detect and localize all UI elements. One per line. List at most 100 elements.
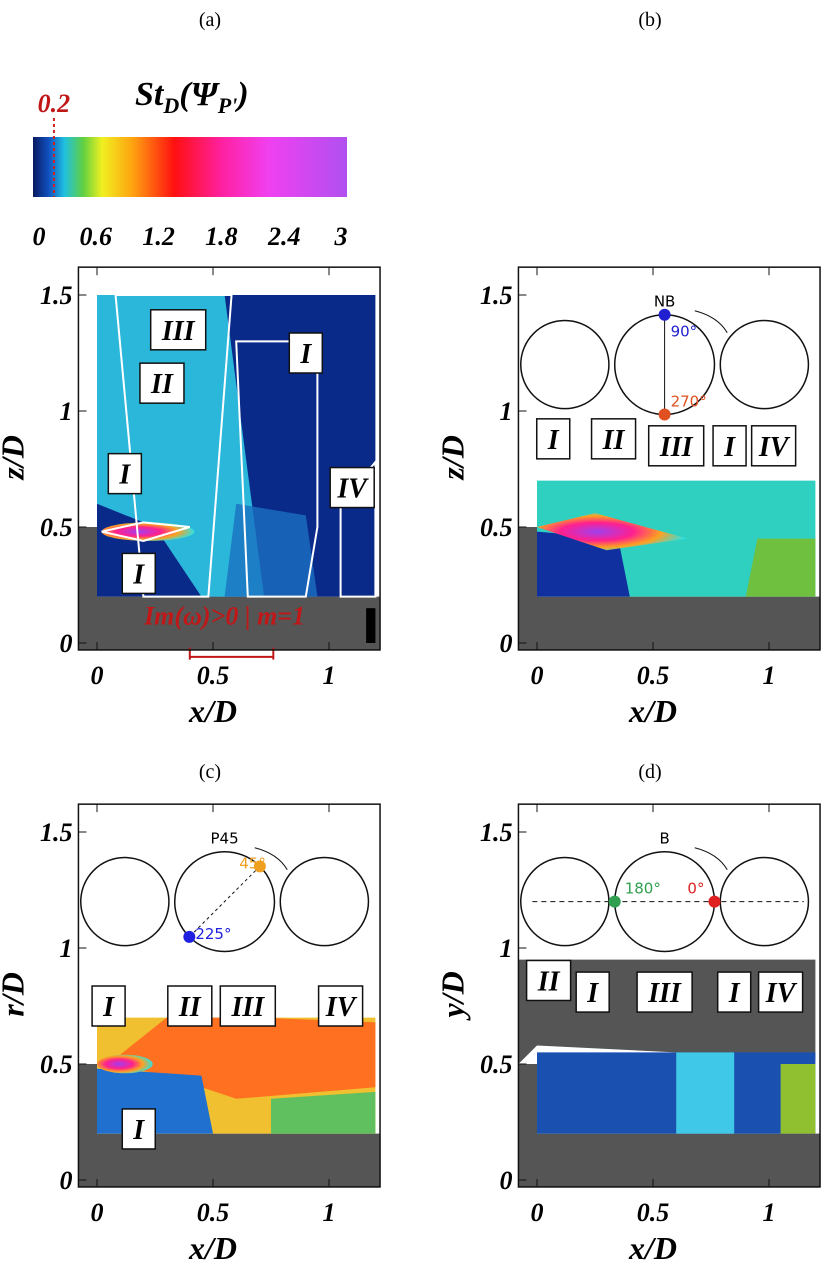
region-label: IV [325,992,358,1023]
angle-dot [253,860,266,873]
region-box [317,985,364,1027]
x-tick-label: 0.5 [197,661,230,690]
y-tick-label: 1.5 [40,818,73,847]
field-green [745,538,816,597]
y-tick-label: 0.5 [40,1050,73,1079]
region-box [575,971,610,1013]
region-label: I [102,992,115,1023]
floor [518,1064,821,1187]
cylinder [173,850,276,953]
region-box [750,425,797,467]
cylinder [719,319,810,410]
y-axis-label: z/D [0,435,30,480]
annotation: Im(ω)>0 | m=1 [143,601,305,630]
region-box [525,959,572,1002]
y-tick-label: 1 [59,934,72,963]
y-tick-label: 1 [499,397,512,426]
y-tick-label: 1.5 [480,281,513,310]
region-label: I [132,559,145,590]
region-label: III [647,978,682,1009]
y-tick-label: 1.5 [40,281,73,310]
region-box [288,332,324,374]
angle-dot [183,930,196,943]
angle-dot [658,308,671,321]
axes-frame [517,266,821,651]
region-box [636,971,693,1013]
bar-frame [366,608,376,643]
region-label: I [547,425,560,456]
rotation-arrow [254,847,288,870]
region-box [535,418,571,460]
region-label: IV [336,474,369,505]
region-label: I [728,978,741,1009]
region-box [716,971,752,1013]
title-part: D [162,93,179,118]
field-orange [108,1017,376,1099]
floor [78,1064,381,1187]
cylinder [80,856,170,947]
y-tick-label: 0.5 [480,513,513,542]
panel-label: (d) [638,761,661,783]
angle-label: 270° [671,392,707,410]
region-box [139,362,185,404]
region-label: III [230,992,265,1023]
x-tick-label: 1 [763,1198,776,1227]
x-axis-label: x/D [188,693,237,729]
rotation-arrow [694,847,728,870]
region-box [107,452,143,495]
colorbar-tick: 2.4 [267,222,301,251]
axes-frame [77,803,381,1188]
x-tick-label: 0.5 [637,1198,670,1227]
cylinder [520,319,610,410]
x-tick-label: 1 [763,661,776,690]
region-label: II [537,966,561,997]
colorbar-tick: 3 [334,222,348,251]
region-box [590,418,637,460]
colorbar-title: StD(ΨP') [135,76,249,118]
colorbar-tick: 1.8 [205,222,238,251]
region-box [121,552,157,595]
region-label: I [299,339,312,370]
floor [518,527,821,650]
panel-label: (c) [199,761,221,783]
hot-spot [97,1054,153,1074]
diagram-name: P45 [211,830,239,848]
field-light [97,295,265,597]
region-box [712,425,747,467]
region-box [121,1108,157,1150]
region-label: I [132,1115,145,1146]
y-axis-label: r/D [0,972,30,1016]
y-tick-label: 0 [59,1166,72,1195]
cylinder [279,856,370,947]
cylinder [613,850,716,953]
colorbar-tick: 0.6 [80,222,113,251]
angle-dot [608,895,621,908]
axes-frame [517,803,821,1188]
angle-dot [658,408,671,421]
colorbar [33,137,347,197]
title-part: P' [217,93,238,118]
diagram-name: B [659,830,669,848]
region-box [167,985,213,1027]
x-tick-label: 0 [91,1198,104,1227]
region-label: II [150,369,174,400]
colorbar-tick: 0 [33,222,46,251]
region-label: II [602,425,626,456]
title-part: (Ψ [179,76,220,113]
marker-label: 0.2 [38,89,71,118]
region-label: I [586,978,599,1009]
panel: 90°270°I II III I IV0 0.5 100.511.5x/Dz/D [434,266,821,729]
angle-label: 180° [625,880,661,898]
region-box [219,985,277,1027]
diagram-name: NB [654,293,676,311]
x-tick-label: 1 [323,1198,336,1227]
x-tick-label: 0 [91,661,104,690]
x-tick-label: 1 [323,661,336,690]
title-part: St [135,76,165,113]
region-label: I [118,460,131,491]
panel-label: (b) [638,9,661,31]
colorbar-tick: 1.2 [142,222,175,251]
